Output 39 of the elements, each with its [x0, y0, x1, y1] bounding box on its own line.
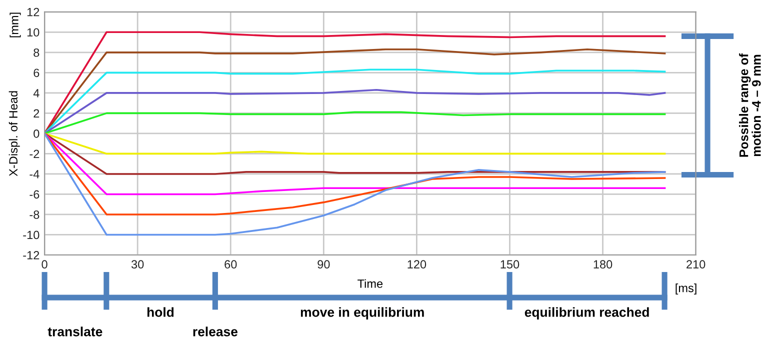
y-axis-title: X-Displ. of Head	[8, 91, 20, 176]
text: translate	[48, 326, 102, 336]
x-tick-label: 0	[42, 260, 48, 269]
y-tick-label: -4	[30, 170, 40, 178]
y-tick-label: -8	[30, 210, 40, 219]
y-tick-label: 4	[33, 89, 40, 98]
line-series	[44, 68, 666, 134]
text: release	[193, 326, 238, 336]
x-tick-label: 60	[224, 260, 237, 269]
text: [ms]	[676, 284, 696, 295]
y-tick-label: -2	[30, 150, 40, 158]
line-series	[44, 132, 666, 155]
y-tick-label: 2	[34, 109, 40, 118]
text: Possible range of motion -4 – 9 mm	[739, 53, 761, 157]
text: [mm]	[10, 12, 21, 38]
y-tick-label: -6	[30, 190, 40, 199]
x-tick-label: 180	[594, 260, 612, 269]
line-series	[44, 132, 666, 216]
line-series	[44, 48, 666, 134]
y-tick-label: 8	[34, 48, 40, 57]
x-tick-label: 210	[686, 260, 706, 269]
text: move in equilibrium	[300, 307, 424, 320]
y-tick-label: 6	[34, 68, 40, 78]
y-tick-label: 12	[27, 8, 40, 16]
y-tick-label: 10	[27, 28, 40, 37]
line-series	[44, 132, 666, 196]
x-tick-label: 150	[500, 260, 520, 269]
line-series	[44, 111, 666, 134]
line-series	[44, 88, 666, 134]
x-tick-label: 90	[318, 260, 330, 269]
x-axis-title: Time	[358, 279, 383, 288]
line-series	[44, 132, 666, 236]
y-tick-label: -12	[23, 251, 40, 260]
x-tick-label: 30	[131, 260, 144, 269]
x-tick-label: 120	[408, 260, 426, 269]
y-tick-label: -10	[23, 230, 40, 240]
text: hold	[147, 307, 174, 317]
text: equilibrium reached	[524, 307, 649, 320]
y-tick-label: 0	[34, 129, 40, 138]
